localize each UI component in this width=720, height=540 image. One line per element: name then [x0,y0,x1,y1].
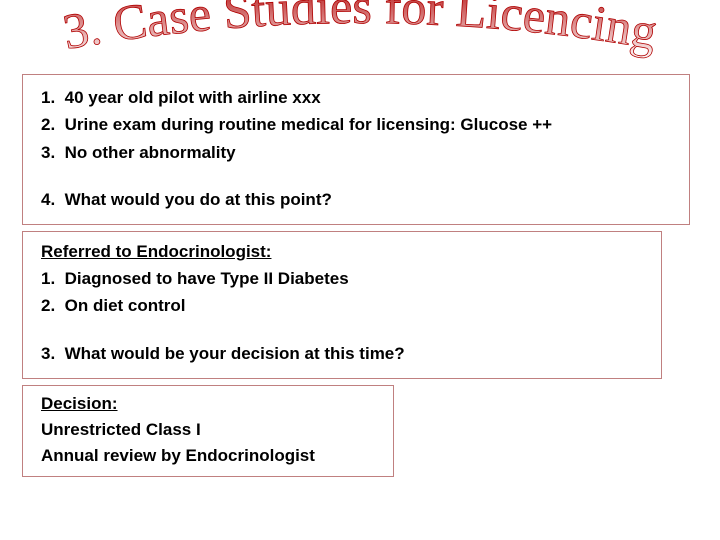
referral-list: 1. Diagnosed to have Type II Diabetes 2.… [33,268,651,364]
referral-box: Referred to Endocrinologist: 1. Diagnose… [22,231,662,379]
case-item: 1. 40 year old pilot with airline xxx [41,87,679,108]
case-item: 3. No other abnormality [41,142,679,163]
referral-item: 2. On diet control [41,295,651,316]
case-box: 1. 40 year old pilot with airline xxx 2.… [22,74,690,225]
case-item: 4. What would you do at this point? [41,189,679,210]
referral-heading: Referred to Endocrinologist: [41,242,651,262]
referral-item: 1. Diagnosed to have Type II Diabetes [41,268,651,289]
decision-heading: Decision: [41,394,383,414]
svg-text:3. Case Studies for Licencing: 3. Case Studies for Licencing [59,0,661,60]
title-text: 3. Case Studies for Licencing [59,0,661,60]
title-wordart: 3. Case Studies for Licencing [20,0,700,68]
case-item: 2. Urine exam during routine medical for… [41,114,679,135]
decision-line: Annual review by Endocrinologist [41,446,383,466]
case-list: 1. 40 year old pilot with airline xxx 2.… [33,87,679,210]
decision-box: Decision: Unrestricted Class I Annual re… [22,385,394,477]
referral-item: 3. What would be your decision at this t… [41,343,651,364]
decision-line: Unrestricted Class I [41,420,383,440]
slide-title: 3. Case Studies for Licencing [0,0,720,68]
